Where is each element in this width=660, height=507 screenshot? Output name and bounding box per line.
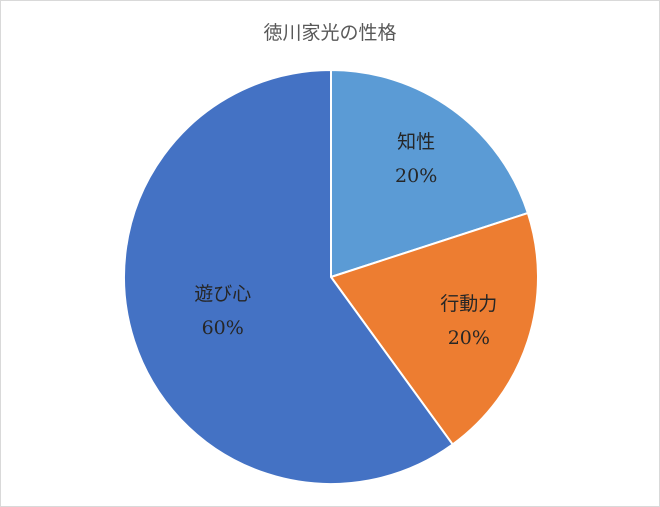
slice-value-label: 20%	[395, 165, 437, 187]
slice-value-label: 60%	[202, 317, 244, 339]
slice-label: 行動力	[440, 293, 497, 315]
slice-label: 知性	[397, 131, 435, 153]
pie-slice	[123, 68, 455, 485]
slice-label: 遊び心	[194, 283, 251, 305]
chart-title: 徳川家光の性格	[263, 22, 396, 44]
pie-slice	[329, 211, 539, 446]
slice-value-label: 20%	[448, 327, 490, 349]
pie-slice	[330, 68, 530, 279]
